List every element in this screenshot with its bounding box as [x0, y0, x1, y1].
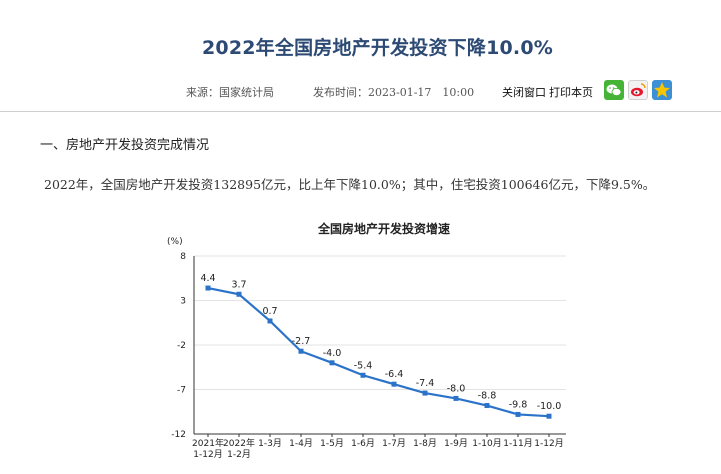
close-window-button[interactable]: 关闭窗口 — [502, 86, 546, 99]
data-point — [391, 381, 397, 387]
data-label: 0.7 — [262, 306, 277, 317]
y-tick-label: -7 — [177, 386, 186, 396]
y-tick-label: -12 — [171, 430, 186, 440]
x-tick-label: 1-2月 — [227, 449, 251, 460]
wechat-icon[interactable] — [604, 80, 624, 100]
data-point — [515, 411, 521, 417]
data-point — [329, 360, 335, 366]
data-label: -10.0 — [537, 401, 562, 412]
y-axis-unit-label: (%) — [167, 237, 183, 247]
x-tick-label: 2021年 — [192, 437, 224, 449]
data-label: -9.8 — [509, 399, 528, 410]
data-point — [546, 413, 552, 419]
data-label: -7.4 — [416, 378, 435, 389]
data-point — [453, 395, 459, 401]
x-tick-label: 1-4月 — [289, 438, 313, 449]
page-title: 2022年全国房地产开发投资下降10.0% — [202, 37, 553, 59]
x-tick-label: 1-9月 — [444, 438, 468, 449]
data-point — [422, 390, 428, 396]
x-tick-label: 1-12月 — [534, 438, 563, 449]
data-point — [236, 291, 242, 297]
data-point — [298, 348, 304, 354]
header-divider — [0, 111, 721, 112]
data-label: -8.0 — [447, 383, 466, 394]
data-label: 3.7 — [231, 279, 246, 290]
publish-time-text: 发布时间：2023-01-17 10:00 — [313, 86, 475, 99]
data-label: 4.4 — [200, 273, 215, 284]
section-heading: 一、房地产开发投资完成情况 — [40, 138, 210, 153]
series-line — [207, 286, 550, 418]
weibo-icon[interactable] — [628, 80, 648, 100]
y-tick-label: 8 — [180, 252, 186, 262]
data-label: -5.4 — [354, 360, 373, 371]
x-tick-label: 1-3月 — [258, 438, 282, 449]
chart-title: 全国房地产开发投资增速 — [317, 221, 450, 236]
y-tick-label: 3 — [180, 297, 186, 307]
x-tick-label: 1-5月 — [320, 438, 344, 449]
x-tick-label: 1-10月 — [472, 438, 501, 449]
x-tick-label: 2022年 — [223, 437, 255, 449]
data-point — [267, 318, 273, 324]
x-tick-label: 1-8月 — [413, 438, 437, 449]
data-label: -8.8 — [478, 391, 497, 402]
x-tick-label: 1-6月 — [351, 438, 375, 449]
data-point — [484, 403, 490, 409]
source-text: 来源：国家统计局 — [186, 86, 274, 99]
x-tick-label: 1-7月 — [382, 438, 406, 449]
data-label: -2.7 — [292, 336, 311, 347]
data-label: -6.4 — [385, 369, 404, 380]
print-page-button[interactable]: 打印本页 — [549, 86, 593, 99]
data-label: -4.0 — [323, 348, 342, 359]
data-point — [205, 285, 211, 291]
qzone-icon[interactable] — [652, 80, 672, 100]
x-tick-label: 1-11月 — [503, 438, 532, 449]
x-tick-label: 1-12月 — [193, 449, 222, 460]
body-paragraph: 2022年，全国房地产开发投资132895亿元，比上年下降10.0%；其中，住宅… — [44, 177, 656, 192]
y-tick-label: -2 — [177, 341, 186, 351]
data-point — [360, 372, 366, 378]
